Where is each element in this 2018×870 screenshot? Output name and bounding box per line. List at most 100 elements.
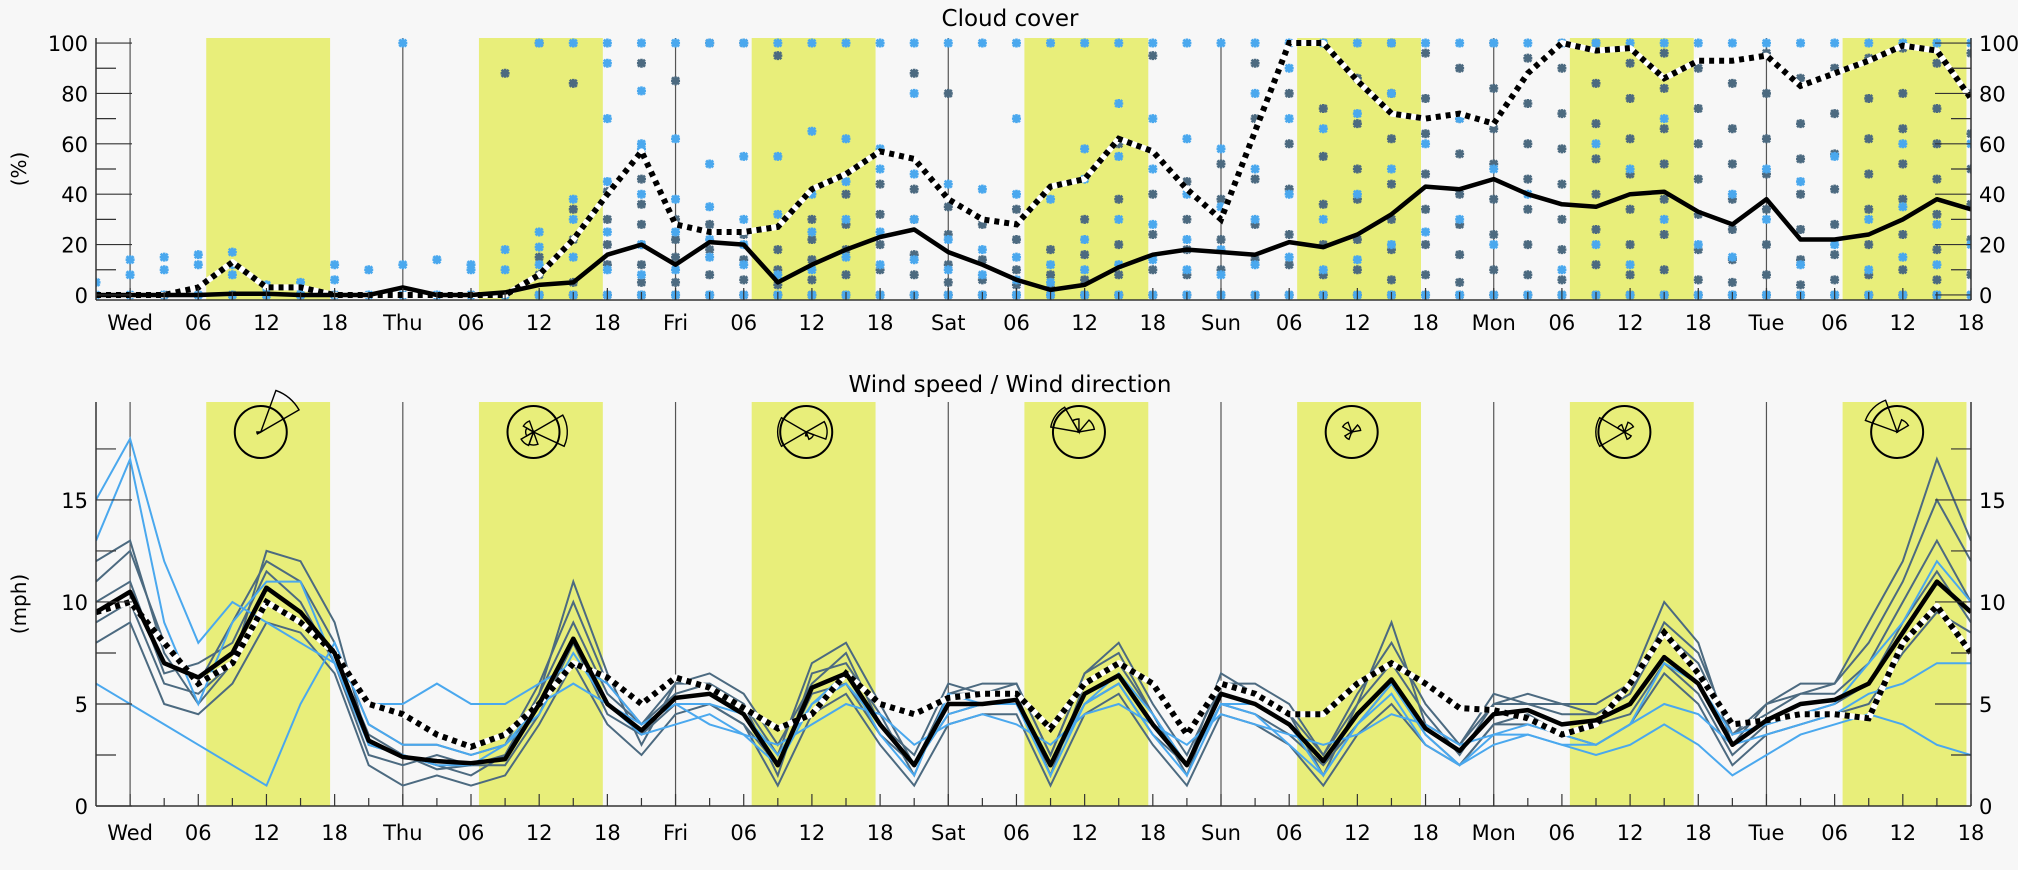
cloud-member-point-dark <box>1761 240 1771 250</box>
cloud-member-point-blue <box>875 164 885 174</box>
cloud-member-point-blue <box>1591 38 1601 48</box>
cloud-member-point-dark <box>977 219 987 229</box>
wind-rose-sector <box>1077 419 1096 434</box>
cloud-member-point-dark <box>1523 99 1533 108</box>
cloud-member-point-blue <box>943 235 953 245</box>
cloud-member-point-dark <box>1148 51 1158 61</box>
cloud-member-point-blue <box>1250 260 1260 270</box>
cloud-member-point-blue <box>807 265 817 275</box>
cloud-member-point-dark <box>1932 275 1942 285</box>
cloud-member-point-blue <box>1182 38 1192 48</box>
cloud-member-point-dark <box>1659 265 1669 275</box>
cloud-member-point-dark <box>1796 154 1806 164</box>
wind-rose-sector <box>259 389 301 434</box>
y-tick-label-right: 40 <box>1979 183 2006 207</box>
cloud-member-point-dark <box>1557 214 1567 224</box>
wind-rose-sector <box>804 431 808 437</box>
cloud-member-point-blue <box>943 265 953 275</box>
x-tick-label: Sat <box>931 311 965 335</box>
cloud-member-point-blue <box>1148 255 1158 265</box>
x-tick-label: 12 <box>1344 821 1371 845</box>
cloud-member-point-blue <box>807 126 817 136</box>
cloud-member-point-dark <box>841 270 851 280</box>
cloud-member-point-blue <box>909 255 919 265</box>
cloud-member-point-blue <box>1796 260 1806 270</box>
cloud-member-point-dark <box>1011 280 1021 290</box>
wind-rose-sector <box>804 420 828 441</box>
cloud-member-point-dark <box>943 230 953 239</box>
daylight-band <box>206 38 331 300</box>
wind-rose-sector <box>520 430 535 447</box>
cloud-member-point-dark <box>739 255 749 265</box>
cloud-member-point-dark <box>1659 194 1669 204</box>
x-tick-label: Thu <box>382 821 422 845</box>
cloud-member-point-blue <box>1114 214 1124 224</box>
y-tick-label-right: 10 <box>1979 591 2006 615</box>
cloud-member-point-dark <box>1455 149 1465 159</box>
cloud-member-point-dark <box>1625 240 1635 250</box>
cloud-member-point-blue <box>977 245 987 255</box>
y-tick-label-left: 40 <box>61 183 88 207</box>
y-tick-label-right: 80 <box>1979 82 2006 106</box>
cloud-member-point-dark <box>1625 58 1635 68</box>
cloud-member-point-blue <box>671 227 681 237</box>
cloud-member-point-dark <box>807 214 817 224</box>
cloud-member-point-dark <box>1421 240 1431 250</box>
cloud-member-point-dark <box>773 245 783 255</box>
cloud-member-point-dark <box>1352 119 1362 129</box>
cloud-member-point-dark <box>1318 151 1328 161</box>
x-tick-label: 18 <box>867 311 894 335</box>
cloud-member-point-blue <box>1693 240 1703 250</box>
cloud-member-point-dark <box>1727 124 1737 134</box>
cloud-member-point-dark <box>977 275 987 285</box>
x-tick-label: 12 <box>1071 821 1098 845</box>
x-tick-label: 12 <box>526 821 553 845</box>
cloud-member-point-blue <box>841 214 851 224</box>
x-tick-label: 06 <box>458 821 485 845</box>
x-tick-label: 18 <box>1958 311 1985 335</box>
cloud-member-point-dark <box>1591 260 1601 270</box>
cloud-member-point-blue <box>1455 214 1465 224</box>
y-tick-label-right: 0 <box>1979 284 1992 308</box>
cloud-member-point-dark <box>1898 230 1908 239</box>
wind-speed-panel: 0 0 5 5 10 10 15 15 Wed 06 12 18 Thu 06 12 18 Fri 06 12 18 S… <box>61 389 2006 845</box>
cloud-member-point-dark <box>875 240 885 250</box>
cloud-member-point-dark <box>1421 93 1431 103</box>
wind-rose-sector <box>1349 424 1362 434</box>
dotted-series-line <box>96 597 1971 750</box>
cloud-member-point-blue <box>1727 189 1737 199</box>
cloud-member-point-dark <box>1591 224 1601 234</box>
cloud-member-point-dark <box>1932 245 1942 255</box>
cloud-member-point-dark <box>1659 124 1669 134</box>
x-tick-label: 18 <box>1958 821 1985 845</box>
cloud-member-point-dark <box>1727 277 1737 287</box>
cloud-member-point-blue <box>739 214 749 224</box>
x-tick-label: 12 <box>799 311 826 335</box>
cloud-member-point-dark <box>841 189 851 199</box>
cloud-member-point-dark <box>1898 159 1908 169</box>
cloud-member-point-dark <box>1284 260 1294 270</box>
cloud-member-point-dark <box>1523 53 1533 63</box>
cloud-member-point-blue <box>1761 38 1771 48</box>
x-tick-label: Fri <box>663 311 688 335</box>
cloud-member-point-blue <box>841 252 851 262</box>
cloud-member-point-blue <box>773 151 783 161</box>
y-tick-label-left: 10 <box>61 591 88 615</box>
y-tick-label-left: 100 <box>48 32 88 56</box>
cloud-member-point-dark <box>1761 134 1771 144</box>
cloud-member-point-blue <box>466 265 476 275</box>
cloud-member-point-blue <box>909 88 919 98</box>
cloud-member-point-blue <box>1318 124 1328 134</box>
cloud-member-point-dark <box>1318 104 1328 114</box>
cloud-member-point-blue <box>500 245 510 255</box>
cloud-member-point-blue <box>636 139 646 149</box>
cloud-member-point-dark <box>1761 204 1771 214</box>
cloud-member-point-dark <box>1148 265 1158 275</box>
cloud-member-point-blue <box>193 260 203 270</box>
cloud-member-point-blue <box>739 260 749 270</box>
cloud-member-point-dark <box>1489 230 1499 239</box>
cloud-member-point-blue <box>1625 260 1635 270</box>
cloud-member-point-blue <box>1011 114 1021 124</box>
wind-rose-icon <box>1864 399 1925 459</box>
cloud-member-point-blue <box>1386 38 1396 48</box>
